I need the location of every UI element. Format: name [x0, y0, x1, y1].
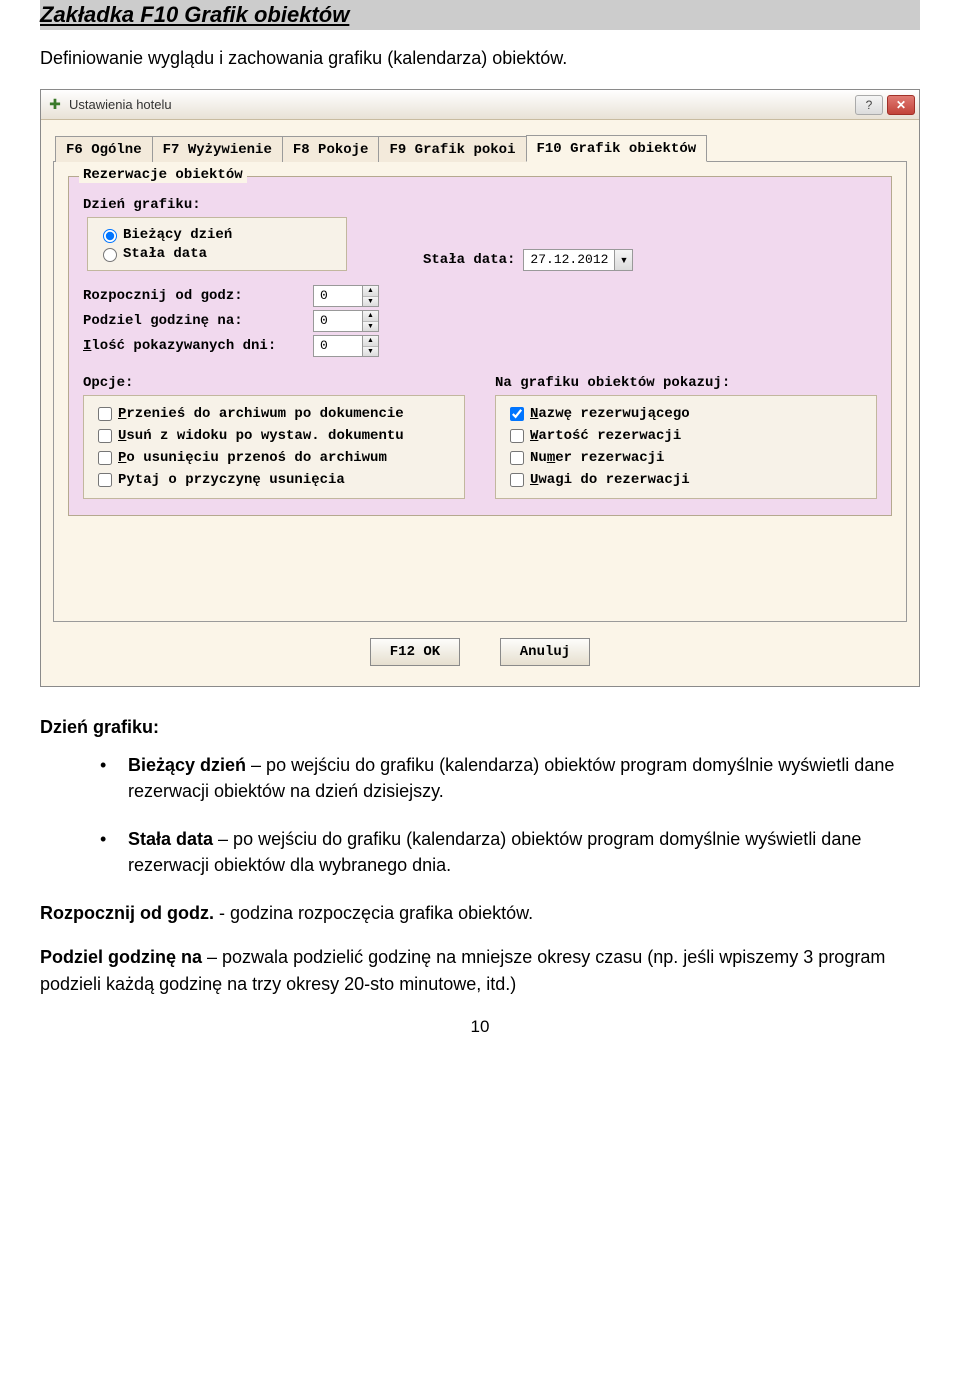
start-hour-label: Rozpocznij od godz: — [83, 288, 313, 304]
radio-fixed-date[interactable] — [103, 248, 117, 262]
shown-days-label: Ilość pokazywanych dni: — [83, 338, 313, 354]
radio-current-day-label: Bieżący dzień — [123, 227, 232, 243]
divide-hour-field[interactable]: 0 ▲ ▼ — [313, 310, 379, 332]
tab-f8-pokoje[interactable]: F8 Pokoje — [282, 136, 380, 162]
check-archive-after-delete-label: Po usunięciu przenoś do archiwum — [118, 450, 387, 466]
check-archive-after-doc[interactable] — [98, 407, 112, 421]
check-show-value-label: Wartość rezerwacji — [530, 428, 681, 444]
settings-window: ✚ Ustawienia hotelu ? ✕ F6 Ogólne F7 Wyż… — [40, 89, 920, 687]
spin-up-icon[interactable]: ▲ — [363, 286, 378, 297]
options-heading: Opcje: — [83, 375, 465, 391]
spin-down-icon[interactable]: ▼ — [363, 297, 378, 307]
fixed-date-value[interactable]: 27.12.2012 — [524, 250, 614, 270]
show-heading: Na grafiku obiektów pokazuj: — [495, 375, 877, 391]
check-show-notes[interactable] — [510, 473, 524, 487]
tab-panel: Rezerwacje obiektów Dzień grafiku: Bieżą… — [53, 162, 907, 622]
tab-f9-grafik-pokoi[interactable]: F9 Grafik pokoi — [378, 136, 526, 162]
tab-f6-ogolne[interactable]: F6 Ogólne — [55, 136, 153, 162]
show-list: Nazwę rezerwującego Wartość rezerwacji N… — [495, 395, 877, 499]
date-dropdown-icon[interactable]: ▼ — [614, 250, 632, 270]
page-number: 10 — [40, 1017, 920, 1037]
window-body: F6 Ogólne F7 Wyżywienie F8 Pokoje F9 Gra… — [41, 120, 919, 686]
shown-days-field[interactable]: 0 ▲ ▼ — [313, 335, 379, 357]
bullet-current-day: Bieżący dzień – po wejściu do grafiku (k… — [128, 752, 920, 804]
tab-f10-grafik-obiektow[interactable]: F10 Grafik obiektów — [526, 135, 708, 162]
help-button[interactable]: ? — [855, 95, 883, 115]
app-icon: ✚ — [47, 97, 63, 113]
radio-fixed-date-label: Stała data — [123, 246, 207, 262]
check-ask-delete-reason-label: Pytaj o przyczynę usunięcia — [118, 472, 345, 488]
day-label: Dzień grafiku: — [83, 197, 877, 213]
para-divide-hour: Podziel godzinę na – pozwala podzielić g… — [40, 944, 920, 996]
ok-button[interactable]: F12 OK — [370, 638, 460, 666]
spin-down-icon[interactable]: ▼ — [363, 347, 378, 357]
para-start-hour: Rozpocznij od godz. - godzina rozpoczęci… — [40, 900, 920, 926]
spin-down-icon[interactable]: ▼ — [363, 322, 378, 332]
spin-up-icon[interactable]: ▲ — [363, 311, 378, 322]
tab-f7-wyzywienie[interactable]: F7 Wyżywienie — [152, 136, 283, 162]
check-archive-after-doc-label: Przenieś do archiwum po dokumencie — [118, 406, 404, 422]
check-show-name[interactable] — [510, 407, 524, 421]
check-show-notes-label: Uwagi do rezerwacji — [530, 472, 690, 488]
window-title: Ustawienia hotelu — [69, 97, 855, 112]
check-ask-delete-reason[interactable] — [98, 473, 112, 487]
radio-current-day[interactable] — [103, 229, 117, 243]
bullet-icon: • — [100, 826, 128, 878]
divide-hour-label: Podziel godzinę na: — [83, 313, 313, 329]
cancel-button[interactable]: Anuluj — [500, 638, 590, 666]
section-heading: Zakładka F10 Grafik obiektów — [40, 0, 920, 30]
check-show-number[interactable] — [510, 451, 524, 465]
titlebar: ✚ Ustawienia hotelu ? ✕ — [41, 90, 919, 120]
fixed-date-field[interactable]: 27.12.2012 ▼ — [523, 249, 633, 271]
start-hour-field[interactable]: 0 ▲ ▼ — [313, 285, 379, 307]
bullet-icon: • — [100, 752, 128, 804]
check-remove-after-doc-label: Usuń z widoku po wystaw. dokumentu — [118, 428, 404, 444]
day-radio-group: Bieżący dzień Stała data — [87, 217, 347, 271]
divide-hour-value[interactable]: 0 — [314, 311, 362, 331]
check-show-number-label: Numer rezerwacji — [530, 450, 664, 466]
check-remove-after-doc[interactable] — [98, 429, 112, 443]
close-button[interactable]: ✕ — [887, 95, 915, 115]
tab-row: F6 Ogólne F7 Wyżywienie F8 Pokoje F9 Gra… — [53, 134, 907, 162]
spin-up-icon[interactable]: ▲ — [363, 336, 378, 347]
bullet-fixed-date: Stała data – po wejściu do grafiku (kale… — [128, 826, 920, 878]
intro-text: Definiowanie wyglądu i zachowania grafik… — [40, 48, 920, 69]
start-hour-value[interactable]: 0 — [314, 286, 362, 306]
fixed-date-label: Stała data: — [423, 252, 515, 268]
check-archive-after-delete[interactable] — [98, 451, 112, 465]
check-show-name-label: Nazwę rezerwującego — [530, 406, 690, 422]
group-legend: Rezerwacje obiektów — [79, 167, 247, 183]
check-show-value[interactable] — [510, 429, 524, 443]
desc-day-heading: Dzień grafiku: — [40, 717, 920, 738]
options-list: Przenieś do archiwum po dokumencie Usuń … — [83, 395, 465, 499]
shown-days-value[interactable]: 0 — [314, 336, 362, 356]
group-rezerwacje-obiektow: Rezerwacje obiektów Dzień grafiku: Bieżą… — [68, 176, 892, 516]
